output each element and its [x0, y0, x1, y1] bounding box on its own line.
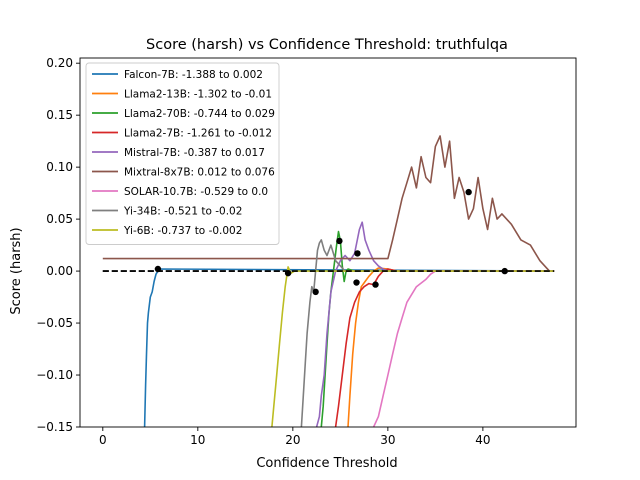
legend-entry-4: Mistral-7B: -0.387 to 0.017 — [124, 147, 265, 159]
series-marker-5 — [465, 188, 472, 196]
x-tick-label: 20 — [285, 433, 300, 447]
y-tick-label: −0.15 — [36, 420, 73, 434]
axes: 0 10 20 30 40 −0.15 −0.10 −0.05 0.00 0.05 0.10 0.15… — [36, 56, 577, 447]
series-marker-4 — [354, 250, 361, 257]
legend-entry-0: Falcon-7B: -1.388 to 0.002 — [124, 69, 263, 81]
plot-frame — [79, 57, 577, 428]
x-tick-label: 30 — [380, 433, 395, 447]
x-tick-label: 10 — [190, 433, 205, 447]
x-tick-label: 0 — [99, 433, 107, 447]
y-tick-label: −0.05 — [36, 316, 73, 330]
plot-area — [102, 135, 555, 427]
legend-entry-5: Mixtral-8x7B: 0.012 to 0.076 — [124, 167, 275, 179]
legend-entry-2: Llama2-70B: -0.744 to 0.029 — [124, 108, 275, 120]
series-line-4 — [315, 221, 555, 427]
x-tick-label: 40 — [475, 433, 490, 447]
legend-entry-1: Llama2-13B: -1.302 to -0.01 — [124, 89, 272, 101]
series-marker-6 — [501, 267, 508, 275]
series-line-5 — [102, 135, 555, 272]
series-group — [102, 135, 555, 427]
legend-entry-6: SOLAR-10.7B: -0.529 to 0.0 — [124, 186, 268, 198]
y-tick-label: 0.15 — [46, 108, 73, 122]
series-marker-1 — [353, 279, 360, 286]
legend-box — [85, 62, 280, 245]
series-line-7 — [300, 239, 555, 427]
y-tick-label: 0.10 — [46, 160, 73, 174]
series-marker-7 — [312, 288, 319, 296]
series-marker-0 — [154, 265, 162, 273]
y-tick-label: 0.00 — [46, 264, 73, 278]
y-tick-label: 0.20 — [46, 56, 73, 70]
series-marker-2 — [336, 237, 343, 245]
series-marker-8 — [284, 269, 292, 277]
legend: Falcon-7B: -1.388 to 0.002 Llama2-13B: -1… — [85, 62, 280, 245]
y-tick-label: −0.10 — [36, 368, 73, 382]
legend-entry-8: Yi-6B: -0.737 to -0.002 — [123, 225, 242, 237]
x-axis-label: Confidence Threshold — [256, 456, 397, 471]
chart-title: Score (harsh) vs Confidence Threshold: t… — [146, 37, 508, 53]
y-tick-label: 0.05 — [46, 212, 73, 226]
series-marker-3 — [372, 281, 379, 288]
legend-entry-3: Llama2-7B: -1.261 to -0.012 — [124, 128, 272, 140]
y-axis-label: Score (harsh) — [9, 227, 24, 314]
series-line-3 — [334, 268, 555, 427]
legend-entry-7: Yi-34B: -0.521 to -0.02 — [123, 206, 242, 218]
